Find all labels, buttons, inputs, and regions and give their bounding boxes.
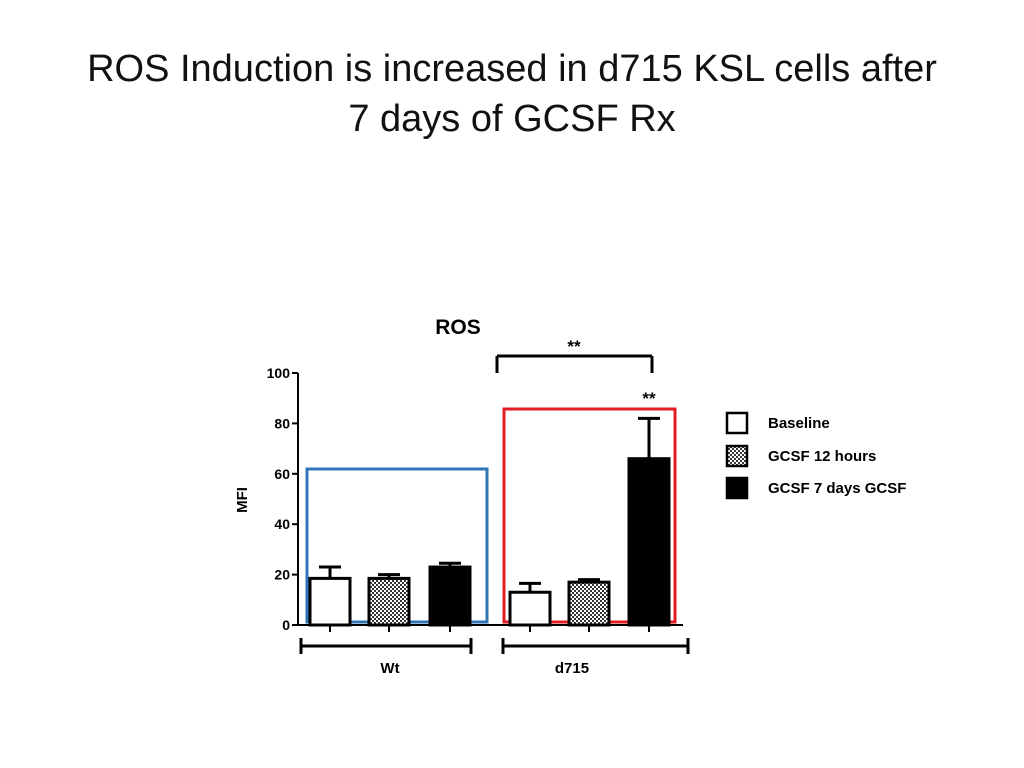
y-tick-label: 0	[282, 617, 290, 633]
legend-swatch-2	[725, 476, 749, 500]
legend-label-2: GCSF 7 days GCSF	[768, 480, 906, 497]
group-label-wt: Wt	[380, 660, 399, 677]
y-tick-label: 40	[274, 516, 290, 532]
axes: 0 20 40 60 80 100 Wt d715	[267, 365, 690, 677]
group-label-d715: d715	[555, 660, 589, 677]
significance-bar-label: **	[642, 389, 656, 408]
legend: Baseline GCSF 12 hours GCSF 7 days GCSF	[725, 411, 906, 500]
y-axis-label: MFI	[234, 487, 251, 513]
bar-wt-0	[308, 576, 352, 627]
significance-annotations: ** **	[495, 337, 656, 408]
bar-d715-0	[508, 590, 552, 627]
legend-label-0: Baseline	[768, 415, 830, 432]
legend-label-1: GCSF 12 hours	[768, 448, 876, 465]
y-tick-label: 100	[267, 365, 291, 381]
bar-wt-1	[367, 576, 411, 627]
chart-title: ROS	[435, 316, 481, 339]
slide-title: ROS Induction is increased in d715 KSL c…	[0, 44, 1024, 144]
group-highlight-boxes	[305, 407, 677, 624]
y-tick-label: 80	[274, 415, 290, 431]
bar-d715-1	[567, 580, 611, 627]
bar-wt-2	[428, 565, 472, 627]
y-tick-label: 60	[274, 466, 290, 482]
bar-d715-2	[627, 457, 671, 627]
significance-bracket-label: **	[567, 337, 581, 356]
y-tick-label: 20	[274, 567, 290, 583]
slide-title-line-2: 7 days of GCSF Rx	[348, 98, 676, 140]
legend-swatch-0	[725, 411, 749, 435]
bars	[308, 416, 671, 627]
legend-swatch-1	[725, 444, 749, 468]
slide-title-line-1: ROS Induction is increased in d715 KSL c…	[87, 48, 937, 90]
